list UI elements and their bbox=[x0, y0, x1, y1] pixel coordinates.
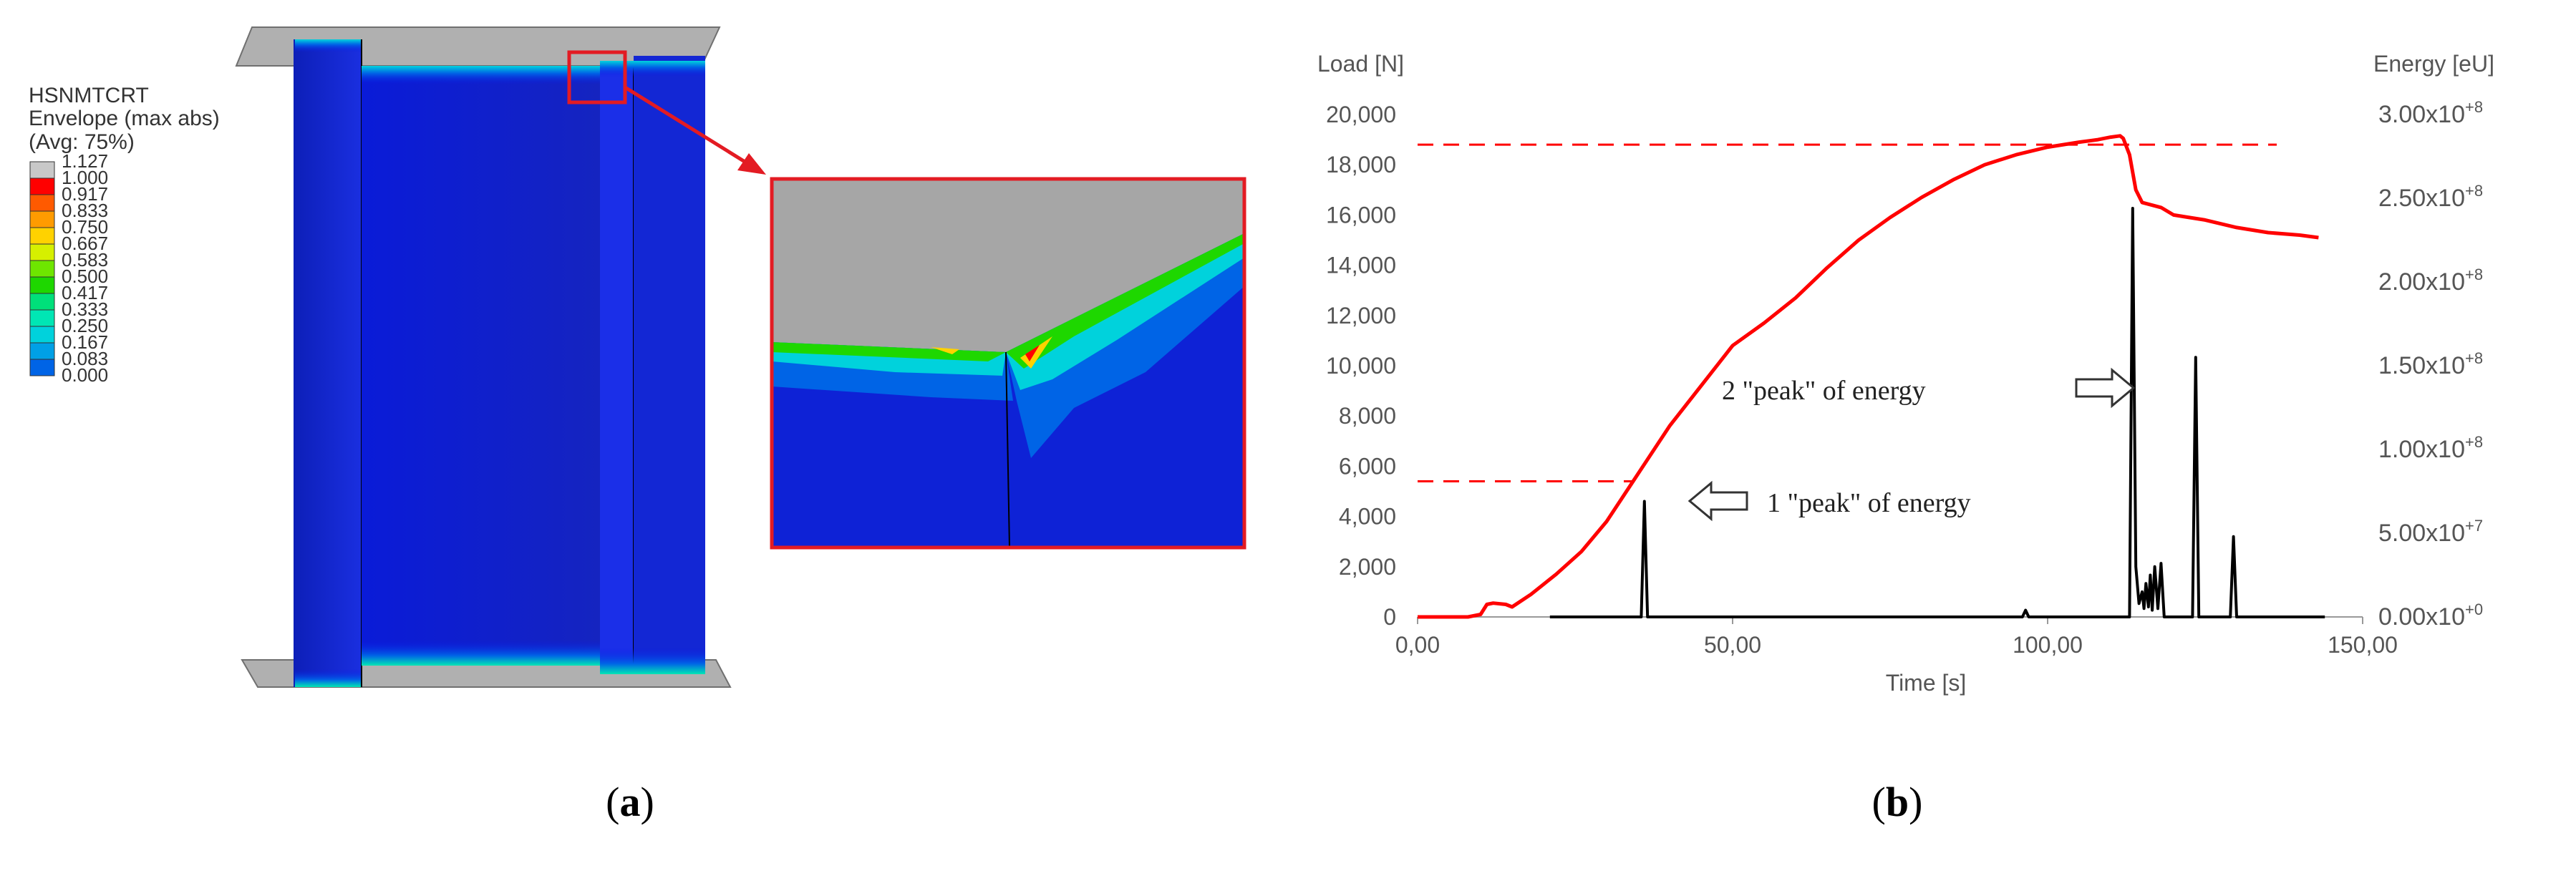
legend-value: 0.500 bbox=[62, 266, 108, 287]
y-right-tick-label: 1.50x10+8 bbox=[2378, 349, 2483, 379]
peak2-arrow-icon bbox=[2075, 367, 2136, 409]
legend-value: 0.583 bbox=[62, 249, 108, 271]
x-tick-label: 100,00 bbox=[2013, 632, 2083, 658]
legend-swatch bbox=[29, 276, 55, 294]
x-tick-label: 0,00 bbox=[1395, 632, 1440, 658]
legend-value: 0.250 bbox=[62, 315, 108, 336]
contour-legend: HSNMTCRT Envelope (max abs) (Avg: 75%) 1… bbox=[29, 84, 220, 386]
x-axis-title: Time [s] bbox=[1886, 670, 1967, 696]
legend-swatch bbox=[29, 326, 55, 344]
legend-swatch bbox=[29, 177, 55, 195]
figure-a: HSNMTCRT Envelope (max abs) (Avg: 75%) 1… bbox=[0, 0, 1260, 867]
x-tick-label: 150,00 bbox=[2328, 632, 2398, 658]
right-lip bbox=[600, 61, 634, 674]
legend-swatch bbox=[29, 194, 55, 212]
chart-axes: 0,00 50,00 100,00 150,00 0 2,000 4,000 6,000 8,0… bbox=[1326, 98, 2483, 658]
legend-title-line-2: Envelope (max abs) bbox=[29, 107, 220, 130]
peak2-annotation: 2 "peak" of energy bbox=[1722, 376, 1926, 406]
y-right-tick-label: 5.00x10+7 bbox=[2378, 517, 2483, 547]
legend-value: 1.127 bbox=[62, 150, 108, 172]
legend-swatch bbox=[29, 161, 55, 179]
legend-swatch bbox=[29, 210, 55, 228]
zoom-arrow-line bbox=[624, 85, 753, 168]
top-stress-band bbox=[362, 66, 600, 84]
zoom-frame bbox=[770, 177, 1246, 550]
legend-swatch bbox=[29, 243, 55, 261]
zoom-arrow-head bbox=[737, 153, 766, 175]
legend-swatch bbox=[29, 359, 55, 376]
zoom-region-marker bbox=[567, 50, 627, 104]
web-panel bbox=[362, 66, 600, 666]
legend-title-line-3: (Avg: 75%) bbox=[29, 130, 135, 154]
reference-lines bbox=[1418, 143, 2277, 482]
legend-value: 0.750 bbox=[62, 216, 108, 238]
y-left-tick-label: 2,000 bbox=[1339, 554, 1396, 580]
legend-value: 0.083 bbox=[62, 348, 108, 369]
fea-model-view: HSNMTCRT Envelope (max abs) (Avg: 75%) 1… bbox=[29, 26, 1246, 825]
y-axis-right-title: Energy [eU] bbox=[2373, 51, 2494, 77]
y-left-tick-label: 14,000 bbox=[1326, 253, 1396, 278]
legend-swatch bbox=[29, 293, 55, 311]
y-left-tick-label: 20,000 bbox=[1326, 102, 1396, 127]
legend-swatch bbox=[29, 227, 55, 245]
legend-value: 0.833 bbox=[62, 200, 108, 221]
left-flange bbox=[294, 39, 362, 687]
y-left-tick-label: 18,000 bbox=[1326, 152, 1396, 177]
y-right-tick-label: 2.50x10+8 bbox=[2378, 182, 2483, 212]
legend-value: 0.000 bbox=[62, 364, 108, 386]
caption-a: (a) bbox=[606, 779, 654, 825]
caption-b: (b) bbox=[1872, 779, 1923, 825]
legend-value: 0.167 bbox=[62, 331, 108, 353]
y-left-tick-label: 10,000 bbox=[1326, 353, 1396, 379]
chart-series bbox=[1418, 134, 2325, 619]
zoom-plate bbox=[772, 179, 1244, 352]
legend-value: 0.917 bbox=[62, 183, 108, 205]
bottom-stress-band bbox=[362, 641, 600, 666]
legend-value: 0.333 bbox=[62, 298, 108, 320]
y-right-tick-label: 1.00x10+8 bbox=[2378, 433, 2483, 463]
legend-swatch bbox=[29, 342, 55, 360]
legend-title-line-1: HSNMTCRT bbox=[29, 84, 149, 107]
y-left-tick-label: 6,000 bbox=[1339, 453, 1396, 479]
y-left-tick-label: 0 bbox=[1383, 604, 1396, 630]
legend-swatch bbox=[29, 260, 55, 278]
legend-swatch bbox=[29, 309, 55, 327]
y-right-tick-label: 2.00x10+8 bbox=[2378, 266, 2483, 296]
legend-value: 0.667 bbox=[62, 233, 108, 254]
y-left-tick-label: 12,000 bbox=[1326, 303, 1396, 329]
right-flange bbox=[634, 56, 705, 666]
y-left-tick-label: 16,000 bbox=[1326, 202, 1396, 228]
y-left-tick-label: 8,000 bbox=[1339, 403, 1396, 429]
peak1-annotation: 1 "peak" of energy bbox=[1767, 488, 1971, 518]
y-left-tick-label: 4,000 bbox=[1339, 504, 1396, 530]
x-tick-label: 50,00 bbox=[1704, 632, 1761, 658]
legend-value: 0.417 bbox=[62, 282, 108, 303]
load-series-line bbox=[1418, 134, 2319, 619]
legend-scale: 1.1271.0000.9170.8330.7500.6670.5830.500… bbox=[29, 150, 108, 386]
zoom-detail-panel bbox=[770, 177, 1246, 550]
y-right-tick-label: 3.00x10+8 bbox=[2378, 98, 2483, 128]
y-axis-left-title: Load [N] bbox=[1317, 51, 1404, 77]
legend-value: 1.000 bbox=[62, 167, 108, 188]
y-right-tick-label: 0.00x10+0 bbox=[2378, 600, 2483, 631]
figure-b: Load [N] Energy [eU] Time [s] 0,00 50,00 1… bbox=[1260, 0, 2576, 867]
peak1-arrow-icon bbox=[1688, 480, 1748, 522]
load-energy-chart: Load [N] Energy [eU] Time [s] 0,00 50,00 1… bbox=[1317, 51, 2494, 825]
energy-series-line bbox=[1549, 207, 2325, 618]
